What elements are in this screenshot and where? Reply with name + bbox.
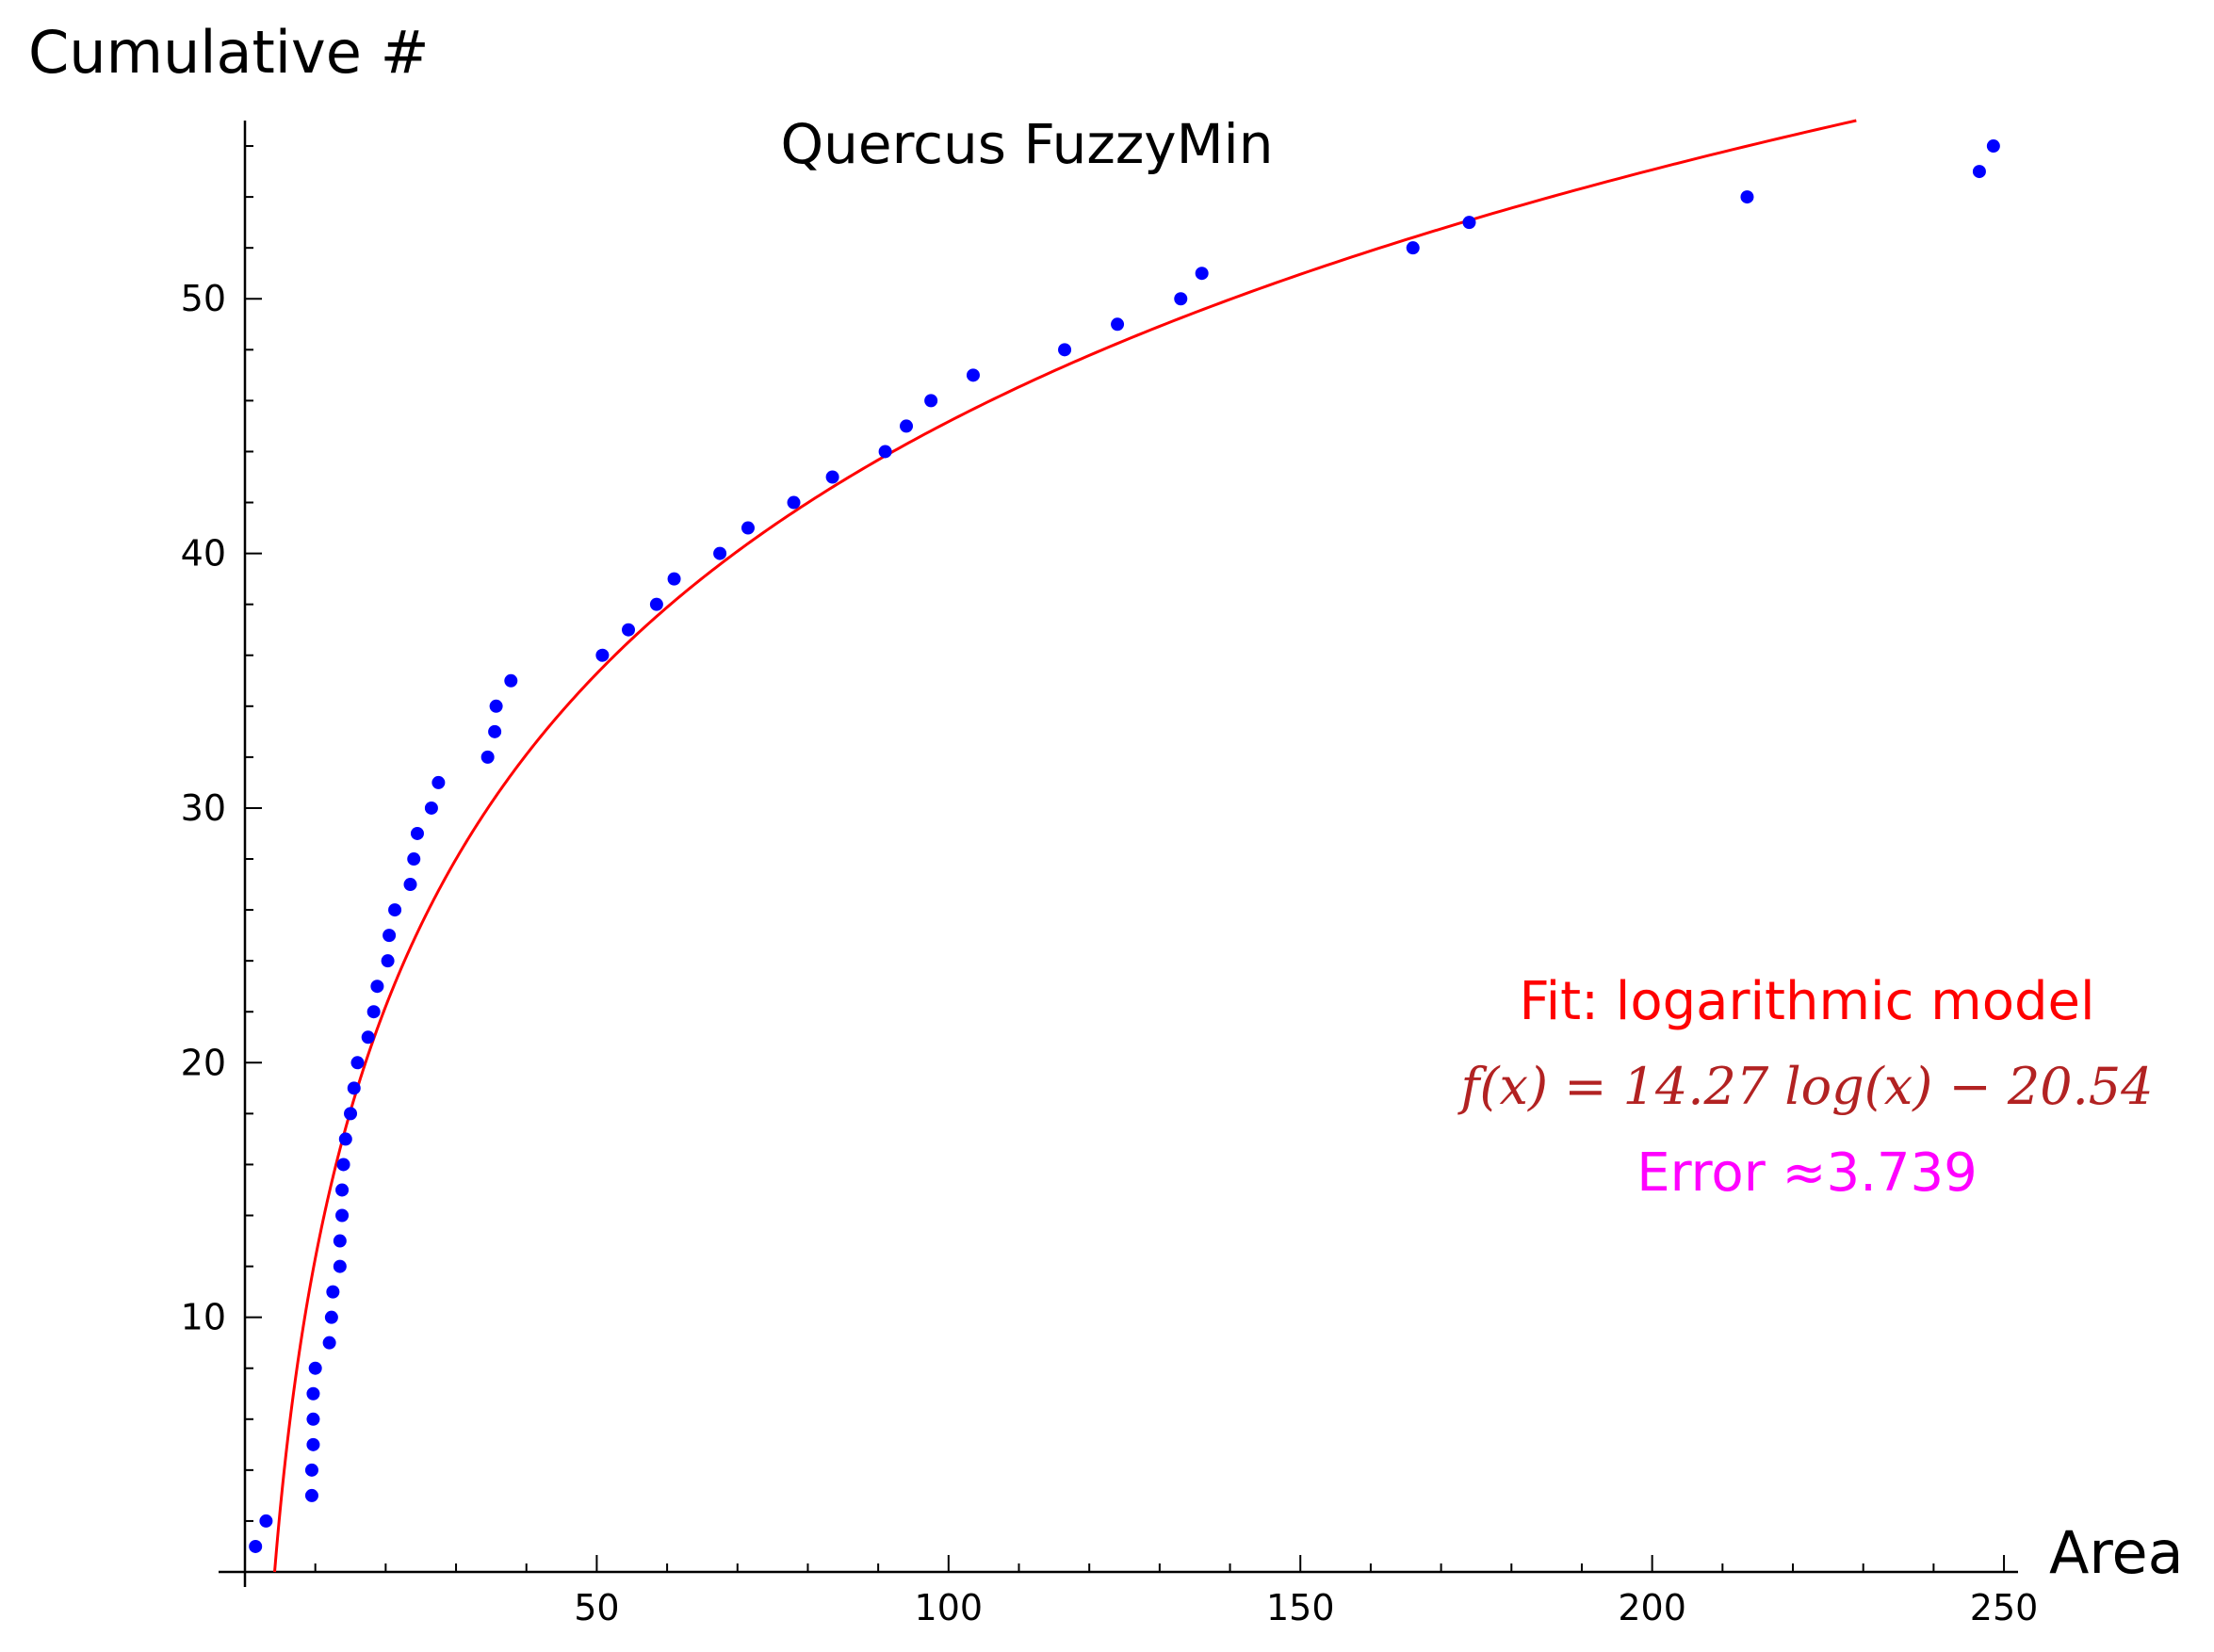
data-point	[431, 775, 446, 789]
data-points	[249, 139, 2000, 1553]
x-tick-label: 200	[1618, 1587, 1686, 1628]
data-point	[1740, 190, 1754, 204]
data-point	[489, 699, 503, 713]
data-point	[1406, 241, 1420, 255]
data-point	[361, 1030, 375, 1045]
data-point	[1462, 216, 1476, 230]
x-axis-label: Area	[2049, 1518, 2184, 1587]
data-point	[407, 852, 421, 866]
data-point	[383, 929, 397, 943]
y-tick-label: 50	[181, 278, 226, 319]
data-point	[259, 1514, 273, 1528]
data-point	[324, 1310, 338, 1324]
y-axis-label: Cumulative #	[28, 18, 430, 87]
y-tick-label: 10	[181, 1297, 226, 1338]
data-point	[878, 445, 892, 459]
fit-label: Fit: logarithmic model	[1519, 971, 2094, 1032]
x-tick-label: 150	[1266, 1587, 1335, 1628]
data-point	[388, 903, 402, 917]
data-point	[306, 1437, 320, 1451]
data-point	[306, 1386, 320, 1401]
data-point	[622, 623, 636, 637]
data-point	[1111, 317, 1125, 332]
data-point	[333, 1259, 347, 1273]
data-point	[713, 546, 727, 560]
data-point	[667, 572, 681, 586]
data-point	[741, 521, 755, 535]
data-point	[306, 1412, 320, 1426]
fit-curve	[273, 119, 1857, 1573]
data-point	[787, 495, 801, 510]
data-point	[1195, 267, 1209, 281]
data-point	[350, 1056, 365, 1070]
data-point	[403, 878, 417, 892]
data-point	[335, 1208, 350, 1223]
data-point	[344, 1107, 358, 1121]
data-point	[308, 1361, 322, 1375]
ticks	[245, 145, 2006, 1572]
data-point	[1058, 343, 1072, 357]
data-point	[1972, 165, 1986, 179]
data-point	[480, 750, 495, 764]
data-point	[900, 419, 914, 433]
data-point	[381, 954, 395, 968]
data-point	[595, 648, 610, 662]
data-point	[304, 1463, 318, 1477]
data-point	[504, 673, 518, 688]
x-tick-label: 100	[915, 1587, 984, 1628]
data-point	[370, 980, 384, 994]
fit-formula: f(x) = 14.27 log(x) − 20.54	[1457, 1057, 2153, 1116]
data-point	[336, 1158, 350, 1172]
y-tick-label: 20	[181, 1042, 226, 1083]
data-point	[1986, 139, 2000, 154]
data-point	[488, 724, 502, 738]
y-tick-label: 40	[181, 533, 226, 575]
data-point	[322, 1336, 336, 1350]
data-point	[338, 1132, 352, 1146]
data-point	[304, 1488, 318, 1502]
data-point	[333, 1234, 347, 1248]
data-point	[249, 1539, 263, 1553]
data-point	[335, 1183, 350, 1197]
data-point	[966, 368, 980, 382]
data-point	[424, 801, 438, 815]
y-tick-label: 30	[181, 787, 226, 829]
data-point	[825, 470, 839, 484]
x-tick-label: 50	[574, 1587, 619, 1628]
data-point	[1174, 292, 1188, 306]
data-point	[410, 826, 424, 840]
error-label: Error ≈3.739	[1636, 1142, 1978, 1204]
data-point	[326, 1285, 340, 1299]
data-point	[366, 1005, 381, 1019]
chart-title: Quercus FuzzyMin	[780, 112, 1273, 176]
axes	[219, 121, 2018, 1587]
data-point	[347, 1081, 361, 1095]
data-point	[649, 597, 663, 611]
x-tick-label: 250	[1970, 1587, 2039, 1628]
tick-labels: 50 100 150 200 250 10 20 30 40 50	[181, 278, 2039, 1628]
data-point	[924, 394, 938, 408]
